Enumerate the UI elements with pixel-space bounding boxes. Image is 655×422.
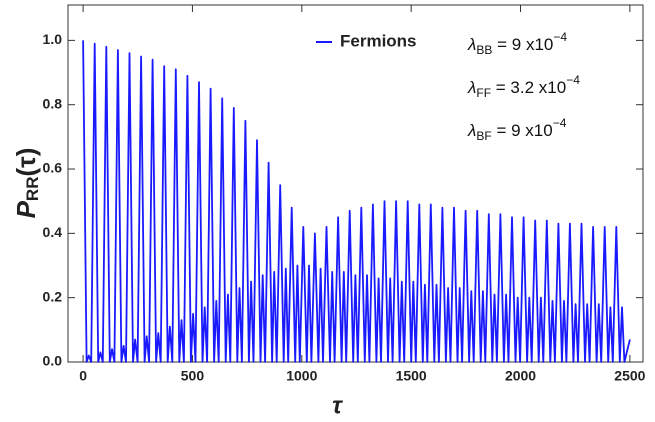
y-axis-label: PRR(τ) xyxy=(11,148,43,219)
annotation-symbol: λ xyxy=(467,78,476,97)
x-tick-label: 0 xyxy=(79,368,87,384)
x-tick-label: 500 xyxy=(181,368,205,384)
y-tick-label: 0.0 xyxy=(43,353,63,369)
legend-label: Fermions xyxy=(340,31,417,50)
y-tick-label: 0.6 xyxy=(43,160,63,176)
annotation-sup: −4 xyxy=(553,30,567,44)
annotation-sup: −4 xyxy=(553,116,567,130)
annotation-symbol: λ xyxy=(467,35,476,54)
annotation-text: = 9 x10 xyxy=(492,35,553,54)
y-tick-label: 1.0 xyxy=(43,31,63,47)
annotation-sub: FF xyxy=(476,86,491,100)
x-tick-label: 1000 xyxy=(286,368,317,384)
annotation-sup: −4 xyxy=(566,73,580,87)
y-label-main: P xyxy=(11,200,41,218)
annotation: λFF = 3.2 x10−4 xyxy=(467,73,580,100)
y-label-rest: (τ) xyxy=(11,148,41,177)
annotation-sub: BB xyxy=(476,43,492,57)
y-tick-label: 0.8 xyxy=(43,95,63,111)
series-line xyxy=(82,40,631,363)
x-tick-label: 1500 xyxy=(396,368,427,384)
x-tick-label: 2500 xyxy=(614,368,645,384)
y-label-sub: RR xyxy=(23,177,42,202)
annotation-text: = 3.2 x10 xyxy=(491,78,566,97)
y-tick-label: 0.4 xyxy=(43,224,63,240)
annotation-symbol: λ xyxy=(467,121,476,140)
y-tick-label: 0.2 xyxy=(43,288,63,304)
annotation-sub: BF xyxy=(476,129,491,143)
annotation-text: = 9 x10 xyxy=(492,121,553,140)
x-axis-label: τ xyxy=(332,392,343,419)
plot-frame xyxy=(67,4,644,363)
annotation: λBF = 9 x10−4 xyxy=(467,116,567,143)
x-tick-label: 2000 xyxy=(505,368,536,384)
annotation: λBB = 9 x10−4 xyxy=(467,30,567,57)
